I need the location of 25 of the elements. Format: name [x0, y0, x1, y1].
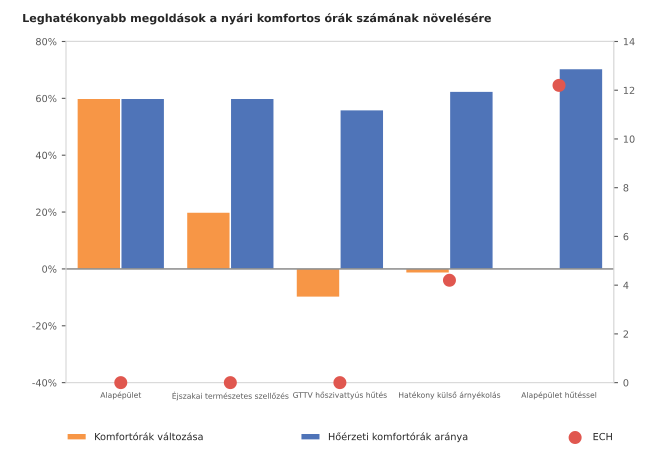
y2-tick-label: 4 [623, 282, 628, 289]
y2-tick-label: 8 [623, 184, 628, 192]
y2-tick-label: 12 [624, 86, 634, 94]
legend-label: Hőérzeti komfortórák aránya [328, 432, 468, 442]
point [224, 376, 237, 390]
point [552, 78, 566, 92]
y2-tick-label: 14 [624, 38, 635, 46]
y2-tick-label: 2 [624, 330, 628, 338]
chart-title: Leghatékonyabb megoldások a nyári komfortos órák számának növelésére [23, 13, 491, 24]
point [114, 376, 128, 390]
y-tick-label: 20% [36, 208, 56, 216]
y2-tick-label: 0 [623, 379, 628, 386]
legend-label: ECH [594, 432, 612, 440]
y2-tick-label: 10 [624, 135, 635, 143]
y-tick-label: -40% [32, 379, 56, 386]
point [333, 376, 346, 390]
y-tick-label: 60% [36, 94, 56, 102]
bar [558, 68, 604, 270]
y-tick-label: -20% [32, 322, 56, 330]
legend-label: Komfortórák változása [95, 432, 203, 440]
y-tick-label: 40% [36, 152, 56, 160]
y-tick-label: 80% [36, 38, 56, 46]
y-tick-label: 0% [42, 265, 56, 273]
point [442, 274, 456, 287]
y2-tick-label: 6 [624, 232, 628, 240]
